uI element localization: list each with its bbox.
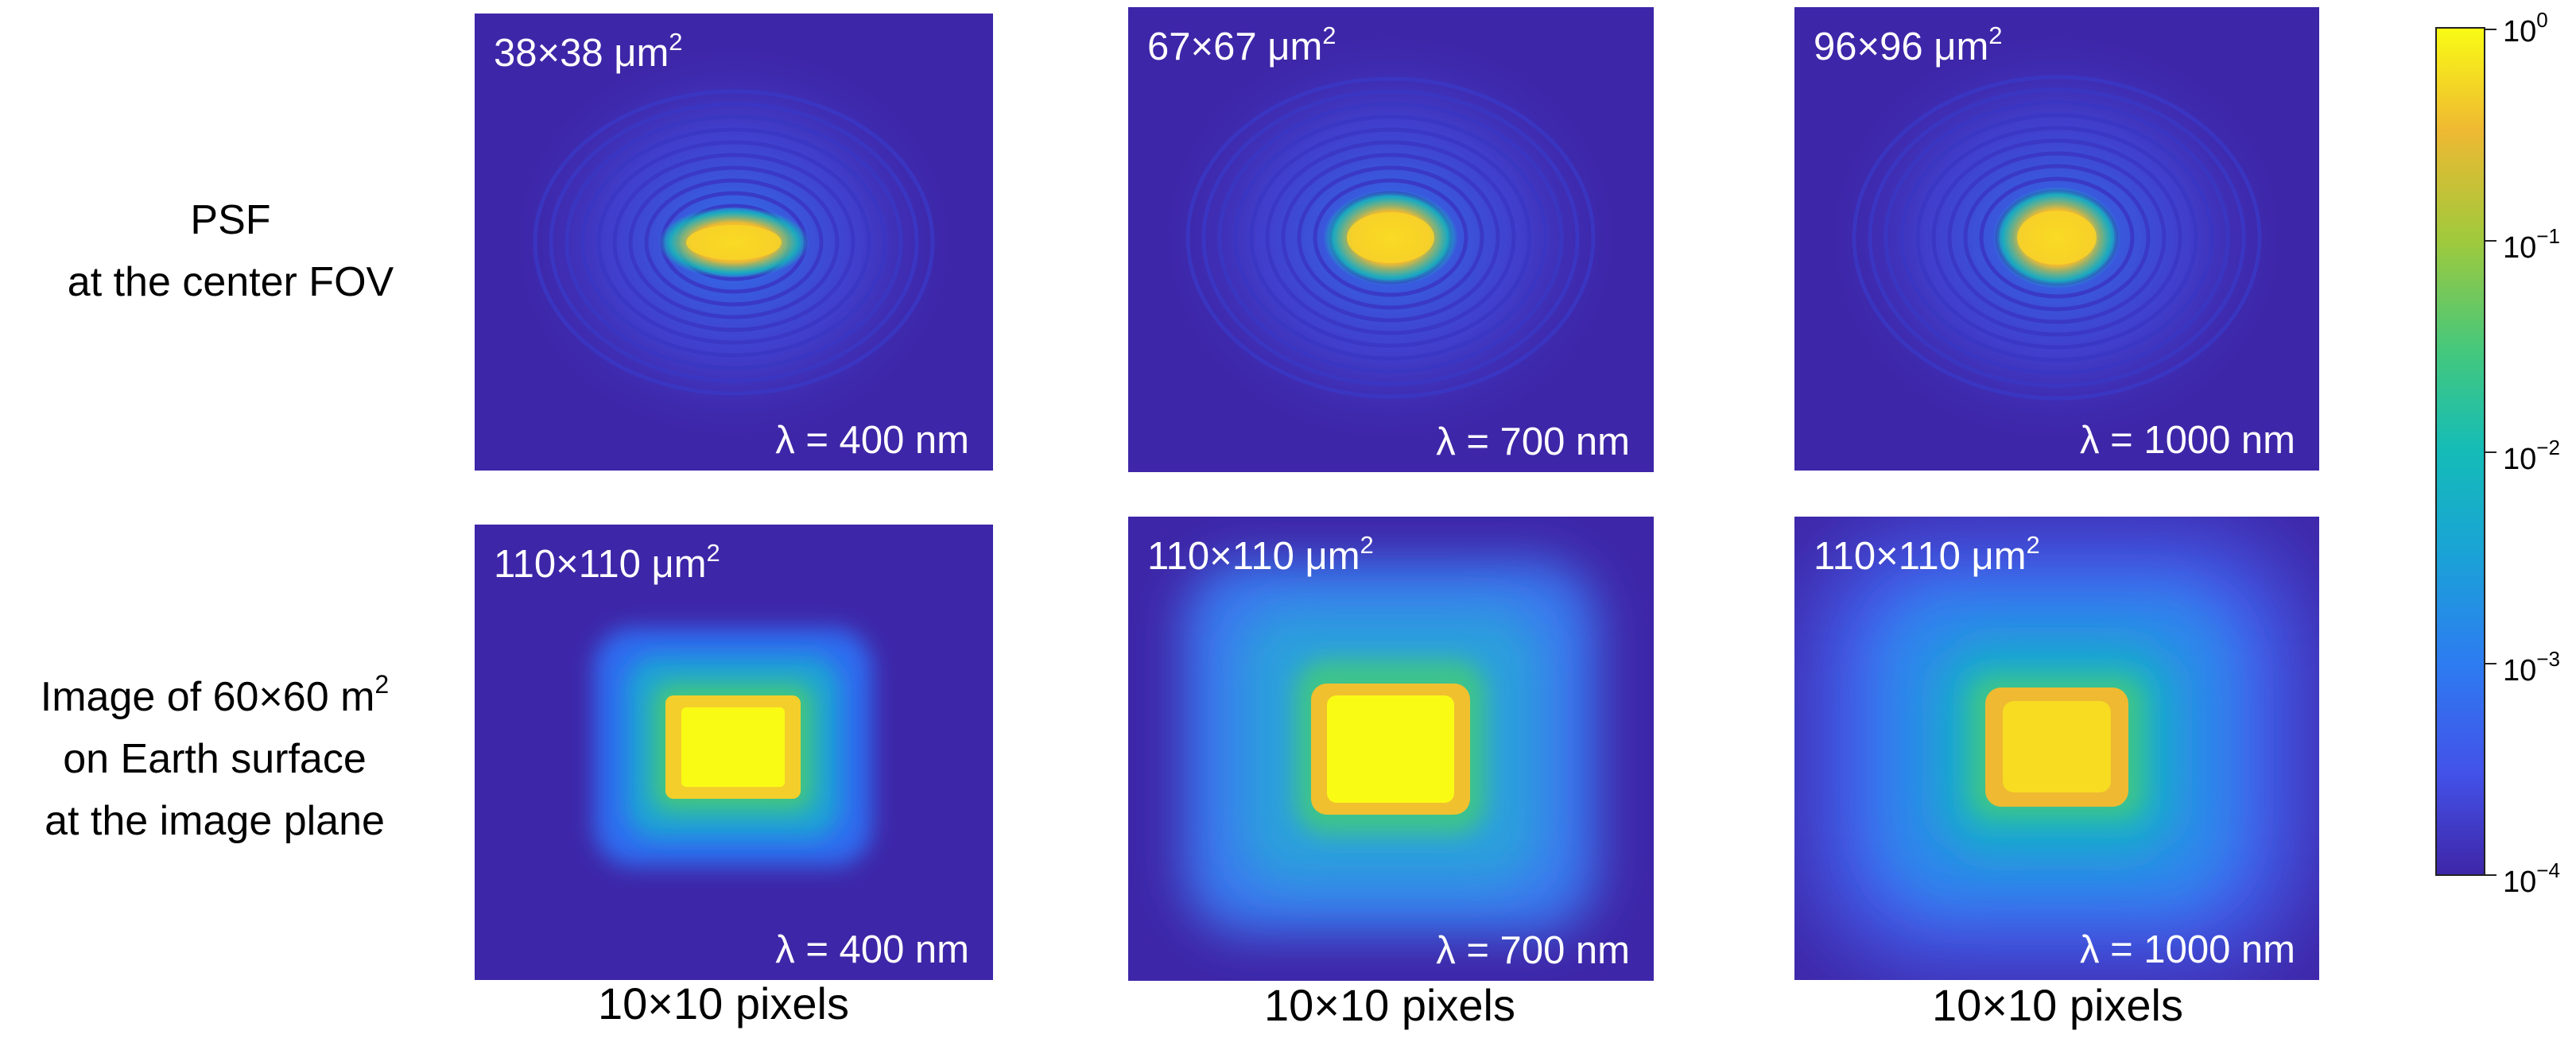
image-panel-400nm-size: 110×110 μm2 <box>494 539 720 587</box>
psf-panel-700nm-wavelength: λ = 700 nm <box>1436 420 1630 463</box>
psf-row-label: PSF at the center FOV <box>24 189 437 313</box>
image-size-text: 110×110 μm <box>1147 535 1360 578</box>
psf-size-text: 67×67 μm <box>1147 25 1323 68</box>
colorbar-label-3: 10−3 <box>2503 647 2560 688</box>
psf-panel-1000nm-size: 96×96 μm2 <box>1814 21 2003 69</box>
psf-heatmap-400nm <box>503 36 964 449</box>
colorbar-tick-2 <box>2485 451 2496 453</box>
colorbar-tick-0 <box>2485 29 2496 30</box>
pixel-label-400nm: 10×10 pixels <box>597 978 849 1028</box>
colorbar-label-base: 10 <box>2503 231 2537 265</box>
image-row-label-text: Image of 60×60 m <box>40 674 375 720</box>
colorbar-label-base: 10 <box>2503 15 2537 48</box>
colorbar-label-4: 10−4 <box>2503 858 2560 900</box>
image-size-sup: 2 <box>706 539 720 567</box>
psf-panel-700nm: 67×67 μm2 λ = 700 nm <box>1128 7 1654 472</box>
psf-panel-1000nm-wavelength: λ = 1000 nm <box>2079 419 2295 462</box>
pixel-label-700nm: 10×10 pixels <box>1263 980 1515 1030</box>
colorbar-label-exp: −3 <box>2536 647 2560 671</box>
colorbar-label-2: 10−2 <box>2503 436 2560 477</box>
psf-panel-400nm: 38×38 μm2 λ = 400 nm <box>475 14 993 471</box>
image-heatmap-1000nm <box>1810 533 2303 966</box>
image-size-sup: 2 <box>2026 531 2040 559</box>
image-heatmap-400nm <box>594 628 872 866</box>
colorbar-label-exp: 0 <box>2536 8 2548 32</box>
colorbar-tick-1 <box>2485 240 2496 242</box>
image-heatmap-700nm <box>1184 560 1597 934</box>
image-panel-400nm-wavelength: λ = 400 nm <box>775 928 969 971</box>
image-panel-400nm: 110×110 μm2 λ = 400 nm <box>475 525 993 980</box>
image-row-label-line1: Image of 60×60 m2 <box>0 653 429 728</box>
psf-heatmap-1000nm <box>1818 23 2295 452</box>
image-panel-700nm-size: 110×110 μm2 <box>1147 531 1374 579</box>
image-row-label-line2: on Earth surface <box>63 736 367 782</box>
psf-panel-700nm-size: 67×67 μm2 <box>1147 21 1336 69</box>
colorbar-label-base: 10 <box>2503 654 2537 688</box>
colorbar-label-base: 10 <box>2503 443 2537 476</box>
image-panel-700nm: 110×110 μm2 λ = 700 nm <box>1128 517 1654 981</box>
image-panel-1000nm: 110×110 μm2 λ = 1000 nm <box>1794 517 2319 980</box>
image-size-sup: 2 <box>1360 531 1374 559</box>
colorbar-label-0: 100 <box>2503 8 2548 49</box>
colorbar <box>2435 27 2485 876</box>
psf-size-sup: 2 <box>669 28 683 56</box>
colorbar-label-exp: −2 <box>2536 436 2560 459</box>
psf-row-label-line1: PSF <box>190 197 271 243</box>
image-size-text: 110×110 μm <box>1814 535 2027 578</box>
image-panel-1000nm-wavelength: λ = 1000 nm <box>2079 928 2295 971</box>
psf-panel-400nm-wavelength: λ = 400 nm <box>775 419 969 462</box>
colorbar-tick-4 <box>2485 874 2496 876</box>
image-panel-700nm-wavelength: λ = 700 nm <box>1436 929 1630 972</box>
psf-size-text: 38×38 μm <box>494 32 669 75</box>
colorbar-tick-3 <box>2485 663 2496 664</box>
image-row-label-sup: 2 <box>374 670 390 699</box>
psf-row-label-line2: at the center FOV <box>67 259 394 305</box>
psf-size-sup: 2 <box>1988 21 2003 49</box>
colorbar-label-exp: −4 <box>2536 858 2560 882</box>
image-size-text: 110×110 μm <box>494 543 707 586</box>
psf-size-text: 96×96 μm <box>1814 25 1989 68</box>
psf-panel-1000nm: 96×96 μm2 λ = 1000 nm <box>1794 7 2319 471</box>
psf-size-sup: 2 <box>1322 21 1336 49</box>
pixel-label-1000nm: 10×10 pixels <box>1931 980 2183 1030</box>
image-row-label: Image of 60×60 m2 on Earth surface at th… <box>0 653 429 852</box>
image-panel-1000nm-size: 110×110 μm2 <box>1814 531 2040 579</box>
colorbar-label-base: 10 <box>2503 866 2537 899</box>
colorbar-label-exp: −1 <box>2536 224 2560 248</box>
psf-heatmap-700nm <box>1152 23 1629 452</box>
psf-panel-400nm-size: 38×38 μm2 <box>494 28 683 76</box>
colorbar-label-1: 10−1 <box>2503 224 2560 265</box>
image-row-label-line3: at the image plane <box>45 798 385 844</box>
